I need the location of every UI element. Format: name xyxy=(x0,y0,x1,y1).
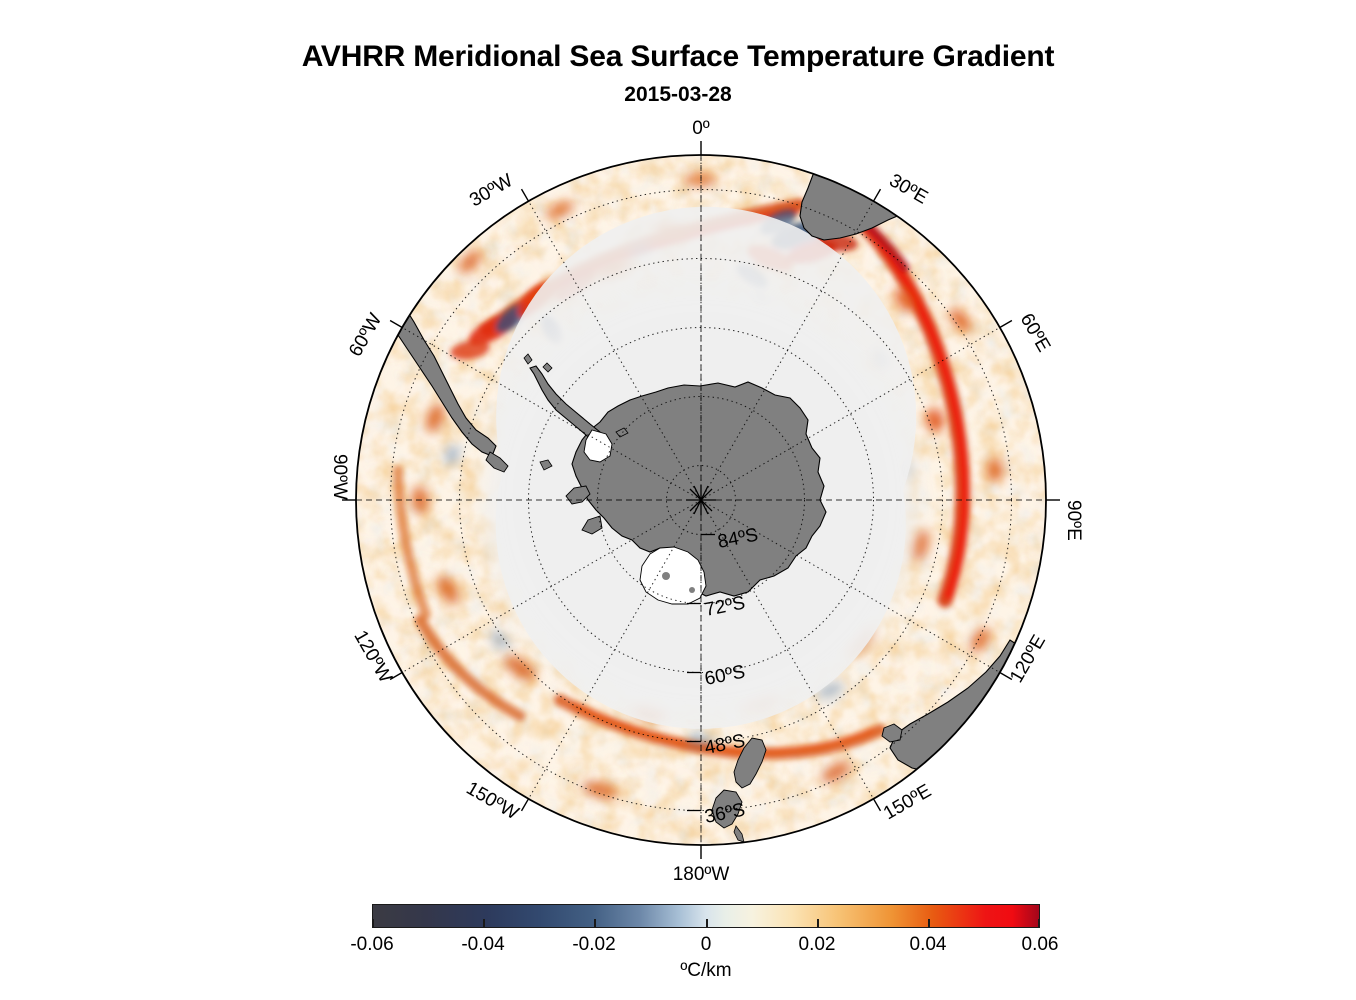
colorbar-tick-4 xyxy=(817,919,819,928)
map-canvas: 0º 30ºE 60ºE 90ºE 120ºE 150ºE 180ºW 150º… xyxy=(329,118,1084,885)
colorbar-unit-label: ºC/km xyxy=(680,960,732,981)
meridian-label-0: 0º xyxy=(692,118,710,139)
meridian-ticks xyxy=(342,141,1060,859)
colorbar-label-0: -0.06 xyxy=(350,934,394,955)
colorbar-tick-2 xyxy=(594,919,596,928)
meridian-label-60E: 60ºE xyxy=(1016,310,1055,356)
meridian-label-60W: 60ºW xyxy=(345,310,386,360)
colorbar-tick-3 xyxy=(706,919,708,928)
colorbar-label-3: 0 xyxy=(700,934,712,955)
page-subtitle: 2015-03-28 xyxy=(624,83,732,106)
page-title: AVHRR Meridional Sea Surface Temperature… xyxy=(301,40,1055,73)
pole-marker xyxy=(686,485,716,515)
colorbar-label-5: 0.04 xyxy=(909,934,947,955)
polar-map: 0º 30ºE 60ºE 90ºE 120ºE 150ºE 180ºW 150º… xyxy=(329,118,1084,885)
parallel-ticks xyxy=(687,533,715,812)
colorbar-tick-5 xyxy=(928,919,930,928)
sst-gradient-field xyxy=(356,155,1046,845)
colorbar-tick-0 xyxy=(372,919,374,928)
colorbar: -0.06 -0.04 -0.02 0 0.02 0.04 0.06 xyxy=(350,904,1058,955)
meridian-label-180W: 180ºW xyxy=(673,864,730,885)
meridian-label-90W: 90ºW xyxy=(329,454,350,500)
meridian-label-30W: 30ºW xyxy=(466,170,516,211)
colorbar-label-2: -0.02 xyxy=(572,934,616,955)
ronne-filchner-ice-shelf xyxy=(583,429,613,463)
ice-rise xyxy=(689,587,695,593)
colorbar-label-4: 0.02 xyxy=(798,934,836,955)
colorbar-tick-1 xyxy=(483,919,485,928)
colorbar-label-1: -0.04 xyxy=(461,934,505,955)
roosevelt-island xyxy=(662,572,670,580)
title-block: AVHRR Meridional Sea Surface Temperature… xyxy=(0,0,1356,107)
colorbar-tick-labels: -0.06 -0.04 -0.02 0 0.02 0.04 0.06 xyxy=(350,928,1058,955)
meridian-label-90E: 90ºE xyxy=(1063,500,1084,541)
meridian-label-30E: 30ºE xyxy=(886,170,932,209)
colorbar-tick-6 xyxy=(1038,919,1040,928)
colorbar-label-6: 0.06 xyxy=(1021,934,1059,955)
